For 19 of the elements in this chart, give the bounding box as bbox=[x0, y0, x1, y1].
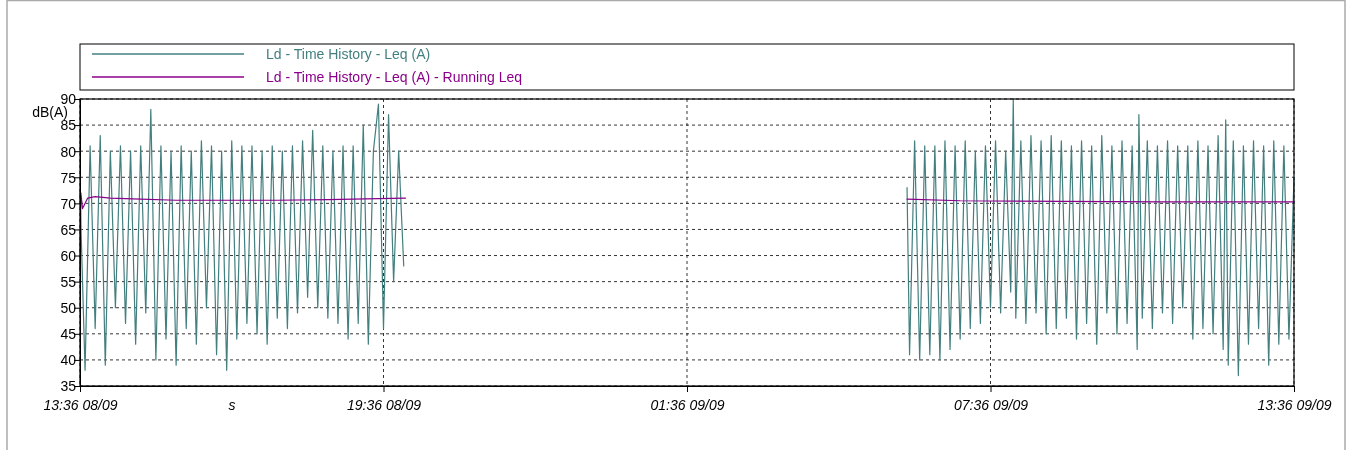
y-tick-label: 70 bbox=[60, 195, 77, 212]
x-tick-label: 19:36 08/09 bbox=[347, 397, 422, 414]
y-tick-label: 60 bbox=[60, 247, 77, 264]
y-tick-label: 35 bbox=[60, 378, 77, 395]
x-tick-label: 07:36 09/09 bbox=[954, 397, 1029, 414]
y-axis-title: dB(A) bbox=[32, 104, 68, 120]
x-tick-label: 13:36 08/09 bbox=[43, 397, 118, 414]
y-tick-label: 75 bbox=[60, 169, 77, 186]
x-axis-title: s bbox=[228, 397, 236, 413]
x-tick-label: 13:36 09/09 bbox=[1257, 397, 1332, 414]
text: Ld - Time History - Leq (A) bbox=[266, 46, 431, 62]
y-tick-label: 45 bbox=[60, 326, 77, 343]
y-tick-label: 55 bbox=[60, 274, 77, 291]
text: Ld - Time History - Leq (A) - Running Leq bbox=[266, 69, 522, 85]
y-tick-label: 65 bbox=[60, 221, 77, 238]
y-tick-label: 40 bbox=[60, 352, 77, 369]
y-tick-label: 80 bbox=[60, 143, 77, 160]
x-tick-label: 01:36 09/09 bbox=[650, 397, 725, 414]
y-tick-label: 50 bbox=[60, 300, 77, 317]
